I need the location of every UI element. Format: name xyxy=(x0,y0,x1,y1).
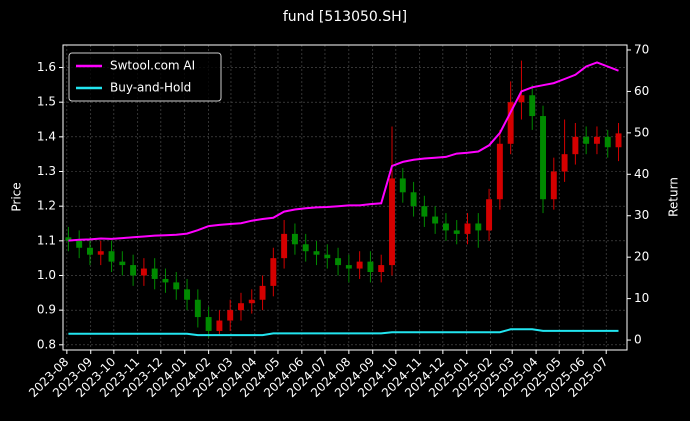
candle-body xyxy=(130,265,137,276)
candle-body xyxy=(399,178,406,193)
candle-body xyxy=(507,102,514,144)
candle-body xyxy=(410,192,417,207)
candle-body xyxy=(313,251,320,255)
candle-body xyxy=(119,261,126,266)
candle-body xyxy=(561,154,568,172)
candle-body xyxy=(475,223,482,231)
candle-body xyxy=(270,258,277,286)
candle-body xyxy=(453,230,460,234)
candle-body xyxy=(108,251,115,262)
candle-body xyxy=(324,254,331,259)
candle-body xyxy=(151,268,158,279)
candle-body xyxy=(496,143,503,200)
candle-body xyxy=(335,258,342,266)
candle-body xyxy=(540,116,546,200)
legend-label: Buy-and-Hold xyxy=(110,81,191,95)
y2-tick-label: 30 xyxy=(634,208,649,222)
candle-body xyxy=(259,285,266,300)
candle-body xyxy=(432,216,439,224)
y-tick-label: 0.8 xyxy=(37,337,56,351)
candle-body xyxy=(97,251,104,255)
y-tick-label: 0.9 xyxy=(37,303,56,317)
candle-body xyxy=(140,268,147,276)
candle-body xyxy=(248,299,255,304)
legend-box xyxy=(68,52,222,102)
candle-body xyxy=(518,95,525,103)
candle-body xyxy=(421,206,428,217)
candle-body xyxy=(216,320,223,331)
y-tick-label: 1.2 xyxy=(37,199,56,213)
legend-label: Swtool.com AI xyxy=(110,59,195,73)
candle-body xyxy=(302,244,309,252)
series-line xyxy=(68,328,619,337)
candle-body xyxy=(291,233,298,245)
y-tick-label: 1.0 xyxy=(37,268,56,282)
y2-tick-label: 40 xyxy=(634,167,649,181)
y-tick-label: 1.1 xyxy=(37,233,56,247)
legend: Swtool.com AI Buy-and-Hold xyxy=(68,52,222,102)
y2-tick-label: 70 xyxy=(634,42,649,56)
candle-body xyxy=(194,299,201,318)
y2-tick-label: 60 xyxy=(634,84,649,98)
y2-tick-label: 0 xyxy=(634,333,642,347)
candle-body xyxy=(162,278,169,283)
candle-body xyxy=(550,171,557,200)
candle-body xyxy=(486,199,493,231)
y-axis-label: Price xyxy=(10,182,24,211)
candle-body xyxy=(389,178,395,266)
candle-body xyxy=(227,310,234,321)
plot-frame xyxy=(62,44,628,351)
candle-body xyxy=(604,136,611,148)
candle-body xyxy=(173,282,180,290)
candle-body xyxy=(442,223,449,231)
y-tick-label: 1.6 xyxy=(37,60,56,74)
candle-body xyxy=(572,136,579,155)
candle-body xyxy=(529,95,536,117)
y2-axis-label: Return xyxy=(667,177,681,217)
y-tick-label: 1.3 xyxy=(37,164,56,178)
candle-body xyxy=(238,303,244,311)
candle-body xyxy=(378,265,385,273)
candle-body xyxy=(615,133,622,148)
candle-body xyxy=(345,265,352,269)
candle-body xyxy=(205,317,212,331)
candle-body xyxy=(76,240,83,248)
y-tick-label: 1.4 xyxy=(37,129,56,143)
candle-body xyxy=(184,289,191,300)
y2-tick-label: 20 xyxy=(634,250,649,264)
y2-tick-label: 10 xyxy=(634,291,649,305)
series-line xyxy=(68,61,619,242)
candle-body xyxy=(356,261,363,269)
candle-body xyxy=(593,136,600,144)
candle-body xyxy=(583,136,590,144)
y2-tick-label: 50 xyxy=(634,125,649,139)
y-tick-label: 1.5 xyxy=(37,95,56,109)
candle-body xyxy=(464,223,471,234)
candle-body xyxy=(281,233,288,259)
chart-title: fund [513050.SH] xyxy=(283,9,407,25)
candle-body xyxy=(87,247,93,255)
candle-body xyxy=(65,237,72,241)
candle-body xyxy=(367,261,374,273)
